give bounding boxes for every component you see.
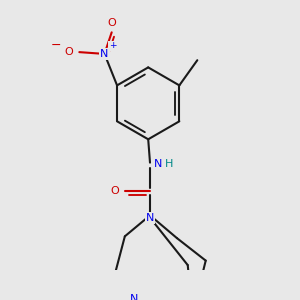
Text: O: O <box>111 186 119 197</box>
Text: −: − <box>51 38 61 51</box>
Text: H: H <box>165 159 173 170</box>
Text: O: O <box>64 47 73 57</box>
Text: N: N <box>130 294 138 300</box>
Text: N: N <box>154 159 162 170</box>
Text: N: N <box>146 213 154 224</box>
Text: +: + <box>109 41 116 50</box>
Text: O: O <box>107 18 116 28</box>
Text: N: N <box>100 49 109 59</box>
